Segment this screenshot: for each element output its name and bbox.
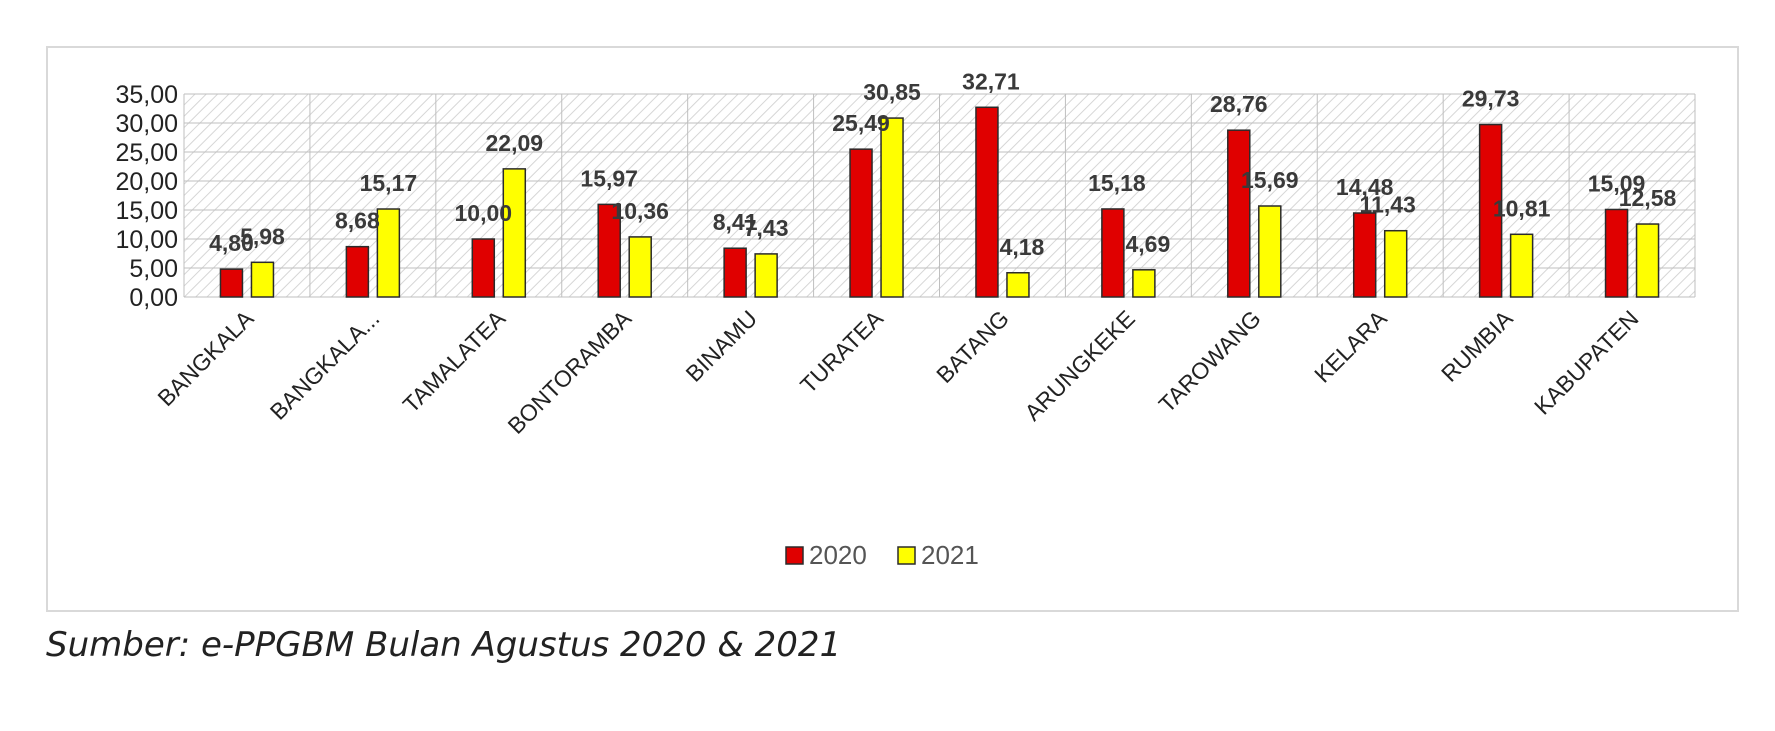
- x-tick-label: TAMALATEA: [398, 305, 511, 418]
- bar-2021: [376, 208, 401, 298]
- y-tick-label: 30,00: [115, 110, 178, 138]
- data-label: 8,41: [713, 209, 758, 235]
- source-note: Sumber: e-PPGBM Bulan Agustus 2020 & 202…: [46, 625, 842, 665]
- bar-2020: [597, 203, 621, 298]
- x-tick-label: BINAMU: [681, 305, 763, 387]
- x-tick-label: BANGKALA: [152, 305, 259, 412]
- data-label: 15,18: [1088, 170, 1146, 196]
- bars: [219, 106, 1660, 298]
- x-tick-label: BONTORAMBA: [502, 305, 636, 439]
- data-labels: 4,805,98 8,68 15,17 10,00 22,09 15,97 10,36 8,4…: [209, 68, 1676, 259]
- data-label: 15,97: [580, 165, 638, 191]
- gridlines: [183, 93, 1696, 298]
- y-tick-label: 15,00: [115, 197, 178, 225]
- data-label: 15,69: [1241, 167, 1299, 193]
- data-label: 25,49: [832, 110, 890, 136]
- bar-2021: [1258, 205, 1282, 298]
- bar-2020: [849, 148, 873, 298]
- data-label: 12,58: [1619, 185, 1677, 211]
- x-tick-label: BATANG: [931, 305, 1014, 388]
- x-tick-label: TAROWANG: [1153, 305, 1265, 417]
- data-label: 4,80: [209, 230, 254, 256]
- bar-2020: [471, 238, 496, 298]
- x-tick-label: BANGKALA...: [265, 305, 385, 425]
- y-tick-label: 20,00: [115, 168, 178, 196]
- bar-2020: [1604, 208, 1629, 298]
- bar-2021: [628, 236, 652, 298]
- data-label: 5,98: [240, 223, 285, 249]
- bar-2020: [1101, 208, 1125, 298]
- bar-2021: [1383, 229, 1408, 298]
- bar-2020: [975, 106, 999, 298]
- data-label: 8,68: [335, 208, 380, 234]
- data-label: 4,18: [1000, 234, 1045, 260]
- bar-2020: [219, 268, 244, 298]
- y-tick-label: 0,00: [129, 284, 178, 312]
- bar-2020: [345, 245, 370, 298]
- data-label: 7,43: [744, 215, 789, 241]
- data-label: 15,17: [360, 170, 418, 196]
- y-tick-label: 25,00: [115, 139, 178, 167]
- bar-2021: [1006, 272, 1030, 298]
- data-label: 15,09: [1588, 170, 1646, 196]
- data-label: 4,69: [1125, 231, 1170, 257]
- chart-frame: 0,00 5,00 10,00 15,00 20,00 25,00 30,00 35,00 4…: [46, 46, 1739, 612]
- y-tick-label: 10,00: [115, 226, 178, 254]
- legend-label: 2020: [809, 540, 867, 570]
- data-label: 29,73: [1462, 86, 1520, 112]
- bar-2020: [1227, 129, 1251, 298]
- x-tick-label: TURATEA: [795, 305, 889, 399]
- data-label: 30,85: [863, 79, 921, 105]
- x-tick-label: KABUPATEN: [1529, 305, 1643, 419]
- data-label: 10,81: [1493, 195, 1551, 221]
- legend-swatch-2021: [897, 546, 916, 565]
- legend-label: 2021: [921, 540, 979, 570]
- x-tick-label: RUMBIA: [1436, 305, 1518, 387]
- data-label: 11,43: [1360, 192, 1416, 218]
- data-label: 22,09: [486, 130, 544, 156]
- data-label: 10,00: [455, 200, 513, 226]
- bar-2021: [1132, 269, 1156, 298]
- bar-2021: [1509, 233, 1534, 298]
- legend-swatch-2020: [785, 546, 804, 565]
- data-label: 28,76: [1210, 91, 1268, 117]
- bar-2021: [880, 117, 904, 298]
- bar-2021: [250, 261, 275, 298]
- bar-2021: [502, 168, 527, 298]
- bar-2021: [754, 253, 778, 298]
- data-label: 32,71: [962, 68, 1020, 94]
- y-tick-label: 35,00: [115, 81, 178, 109]
- data-label: 14,48: [1336, 174, 1394, 200]
- bar-2020: [1352, 212, 1377, 298]
- bar-2021: [1635, 223, 1660, 298]
- bar-2020: [1478, 123, 1503, 298]
- data-label: 10,36: [611, 198, 669, 224]
- x-tick-label: KELARA: [1309, 305, 1392, 388]
- bar-2020: [723, 247, 747, 298]
- x-tick-label: ARUNGKEKE: [1019, 305, 1140, 426]
- legend: 2020 2021: [785, 540, 979, 570]
- y-tick-label: 5,00: [129, 255, 178, 283]
